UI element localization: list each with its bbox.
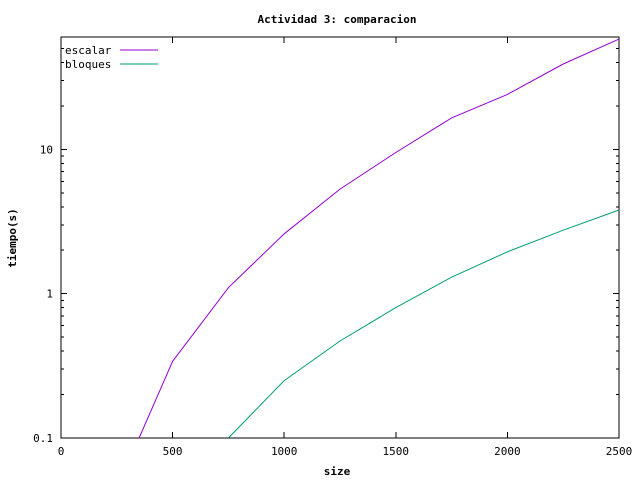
series-line-bloques bbox=[228, 209, 620, 439]
x-tick-label: 2500 bbox=[606, 445, 633, 458]
y-axis-label: tiempo(s) bbox=[6, 208, 19, 268]
series-layer bbox=[138, 38, 620, 439]
legend-label: escalar bbox=[65, 44, 112, 57]
y-tick-label: 0.1 bbox=[33, 432, 53, 445]
y-tick-label: 1 bbox=[46, 288, 53, 301]
legend-label: bloques bbox=[65, 58, 111, 71]
x-axis-label: size bbox=[324, 465, 351, 478]
x-tick-label: 1000 bbox=[271, 445, 298, 458]
y-tick-label: 10 bbox=[40, 143, 53, 156]
tick-labels: 0 500 1000 1500 2000 2500 0.1 1 10 bbox=[33, 143, 632, 458]
axis-ticks bbox=[60, 37, 620, 439]
x-tick-label: 0 bbox=[58, 445, 65, 458]
plot-area-frame bbox=[60, 36, 620, 439]
x-tick-label: 2000 bbox=[494, 445, 521, 458]
series-line-escalar bbox=[138, 38, 620, 439]
chart-title: Actividad 3: comparacion bbox=[258, 13, 417, 26]
x-tick-label: 500 bbox=[163, 445, 183, 458]
x-tick-label: 1500 bbox=[383, 445, 410, 458]
